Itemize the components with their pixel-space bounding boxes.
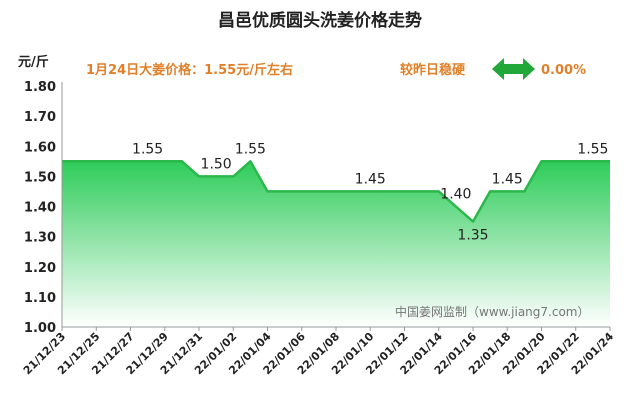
data-label: 1.40 (440, 187, 471, 203)
data-label: 1.55 (235, 141, 266, 157)
y-axis: 1.00 1.10 1.20 1.30 1.40 1.50 1.60 1.70 1.80 (24, 80, 63, 336)
price-annotation: 1月24日大姜价格：1.55元/斤左右 (86, 62, 293, 78)
data-label: 1.55 (577, 141, 608, 157)
data-label: 1.35 (457, 228, 488, 244)
change-annotation: 0.00% (541, 63, 586, 78)
chart-title: 昌邑优质圆头洗姜价格走势 (218, 10, 422, 31)
x-axis: 21/12/2321/12/2521/12/2721/12/2921/12/31… (21, 326, 616, 377)
y-tick-label: 1.50 (24, 170, 56, 185)
data-label: 1.55 (132, 141, 163, 157)
y-tick-label: 1.80 (24, 80, 56, 95)
y-tick-label: 1.20 (24, 261, 56, 276)
price-area (62, 161, 610, 327)
y-axis-unit: 元/斤 (18, 54, 49, 70)
y-tick-label: 1.40 (24, 201, 56, 216)
watermark: 中国姜网监制（www.jiang7.com） (395, 304, 589, 319)
y-tick-label: 1.70 (24, 110, 56, 125)
plot-area (62, 160, 610, 327)
double-arrow-icon (492, 58, 535, 80)
data-label: 1.45 (355, 171, 386, 187)
data-label: 1.45 (492, 171, 523, 187)
y-tick-label: 1.10 (24, 291, 56, 306)
compare-annotation: 较昨日稳硬 (400, 62, 466, 78)
data-label: 1.50 (201, 156, 232, 172)
data-labels: 1.551.501.551.451.401.351.451.55 (132, 141, 608, 243)
price-line (62, 160, 610, 223)
y-tick-label: 1.00 (24, 321, 56, 336)
y-tick-label: 1.60 (24, 140, 56, 155)
y-tick-label: 1.30 (24, 231, 56, 246)
